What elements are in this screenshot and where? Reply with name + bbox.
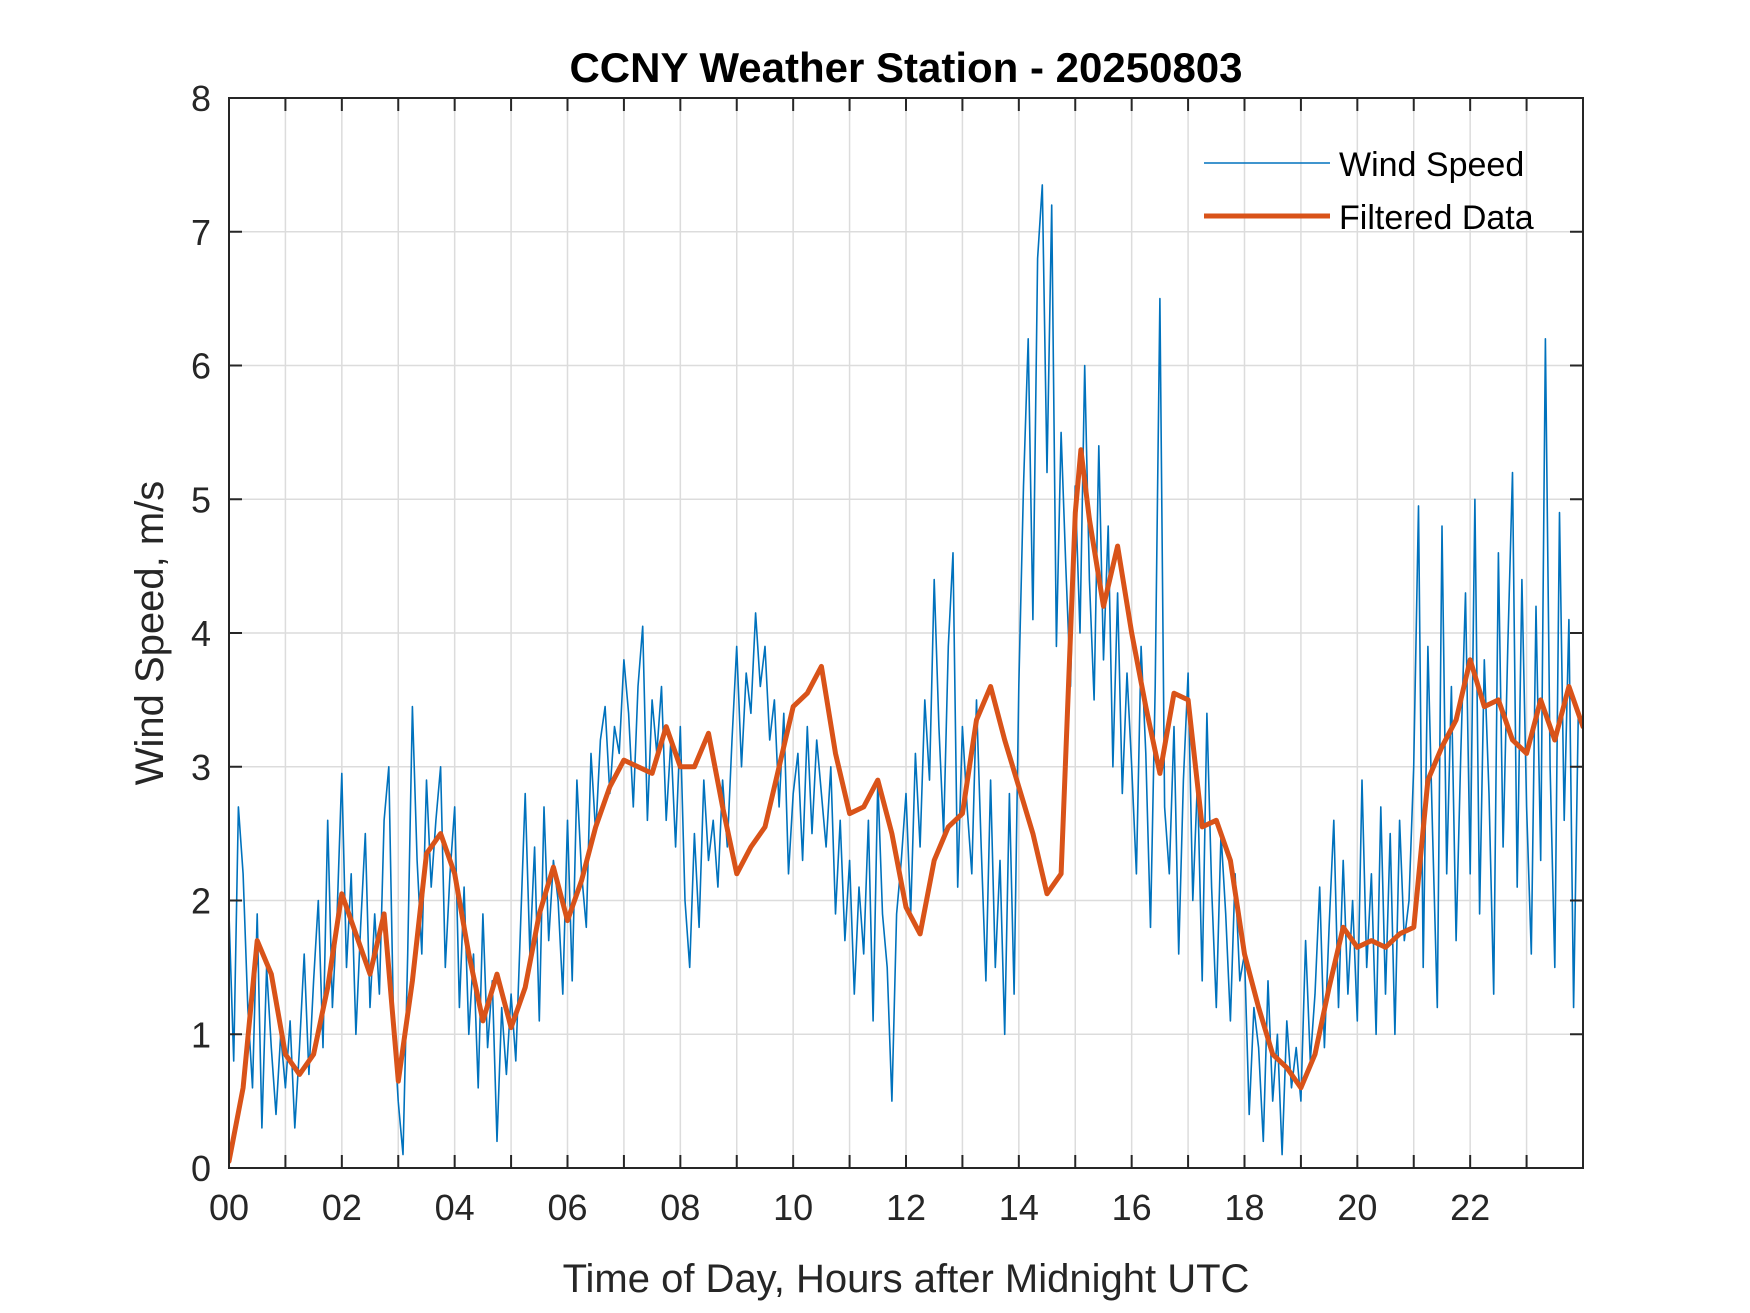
x-tick-label: 16: [1112, 1187, 1152, 1228]
x-tick-label: 00: [209, 1187, 249, 1228]
plot-area: [229, 184, 1583, 1164]
series-line-wind-speed: [229, 184, 1580, 1156]
x-axis-label: Time of Day, Hours after Midnight UTC: [563, 1257, 1250, 1301]
y-tick-label: 5: [191, 479, 211, 520]
y-tick-label: 4: [191, 613, 211, 654]
x-tick-label: 22: [1450, 1187, 1490, 1228]
y-tick-label: 0: [191, 1148, 211, 1189]
x-tick-label: 10: [773, 1187, 813, 1228]
y-tick-labels: 0 1 2 3 4 5 6 7 8: [191, 78, 211, 1189]
x-tick-label: 14: [999, 1187, 1039, 1228]
y-tick-label: 1: [191, 1014, 211, 1055]
series-line-filtered-data: [229, 447, 1583, 1164]
y-tick-label: 3: [191, 747, 211, 788]
chart-title: CCNY Weather Station - 20250803: [569, 44, 1242, 91]
y-tick-label: 2: [191, 881, 211, 922]
legend-label-filtered-data: Filtered Data: [1339, 199, 1534, 237]
x-tick-label: 20: [1337, 1187, 1377, 1228]
x-tick-label: 06: [547, 1187, 587, 1228]
x-tick-label: 12: [886, 1187, 926, 1228]
y-axis-label: Wind Speed, m/s: [128, 481, 172, 786]
y-tick-label: 6: [191, 346, 211, 387]
x-tick-label: 08: [660, 1187, 700, 1228]
axis-ticks: [229, 98, 1583, 1168]
x-tick-label: 04: [435, 1187, 475, 1228]
y-tick-label: 8: [191, 78, 211, 119]
y-tick-label: 7: [191, 212, 211, 253]
legend: Wind Speed Filtered Data: [1204, 146, 1534, 237]
legend-label-wind-speed: Wind Speed: [1339, 146, 1524, 184]
x-tick-label: 18: [1224, 1187, 1264, 1228]
x-tick-labels: 00 02 04 06 08 10 12 14 16 18 20 22: [209, 1187, 1490, 1228]
x-tick-label: 02: [322, 1187, 362, 1228]
